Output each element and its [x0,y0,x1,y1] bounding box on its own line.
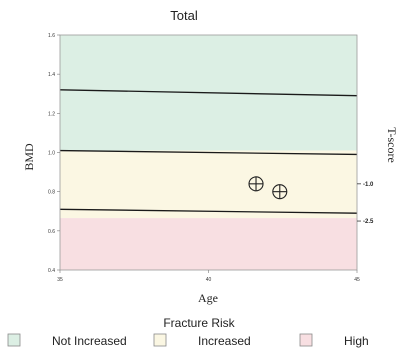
legend-swatch-1 [153,333,167,347]
y-tick-label-2: 0.8 [48,190,55,196]
legend-swatch-2 [299,333,313,347]
y-tick-label-1: 0.6 [48,229,55,235]
legend-label-0: Not Increased [52,334,127,348]
legend: Not Increased Increased High [7,333,369,348]
risk-bands [60,35,357,270]
x-ticks: 35 40 45 [57,270,360,283]
y-tick-label-3: 1.0 [48,151,55,157]
band-1 [60,150,357,219]
y-ticks: 0.4 0.6 0.8 1.0 1.2 1.4 1.6 [48,33,60,274]
t-score-label-0: -1.0 [363,182,374,188]
x-axis-label: Age [198,291,218,305]
legend-label-2: High [344,334,369,348]
y-tick-label-6: 1.6 [48,33,55,39]
x-tick-label-1: 40 [206,277,212,283]
reference-lines [59,89,358,214]
reference-line-2 [59,208,358,214]
data-point-0 [248,176,264,192]
reference-line-1 [59,149,358,156]
data-points [248,176,288,200]
y-tick-label-0: 0.4 [48,268,55,274]
chart-title: Total [170,8,198,23]
legend-title: Fracture Risk [163,316,235,330]
x-tick-label-0: 35 [57,277,63,283]
band-2 [60,218,357,270]
y-tick-label-5: 1.4 [48,72,55,78]
y-axis-label: BMD [22,143,36,171]
legend-swatch-0 [7,333,21,347]
legend-label-1: Increased [198,334,251,348]
t-score-marks: -1.0 -2.5 [357,182,374,225]
data-point-1 [272,184,288,200]
x-tick-label-2: 45 [354,277,360,283]
y2-axis-label: T-score [385,127,399,163]
plot-area: 35 40 45 0.4 0.6 0.8 1.0 1.2 1.4 1.6 -1.0 -2.5 [48,33,374,283]
reference-line-0 [59,89,358,97]
t-score-label-1: -2.5 [363,219,374,225]
y-tick-label-4: 1.2 [48,111,55,117]
